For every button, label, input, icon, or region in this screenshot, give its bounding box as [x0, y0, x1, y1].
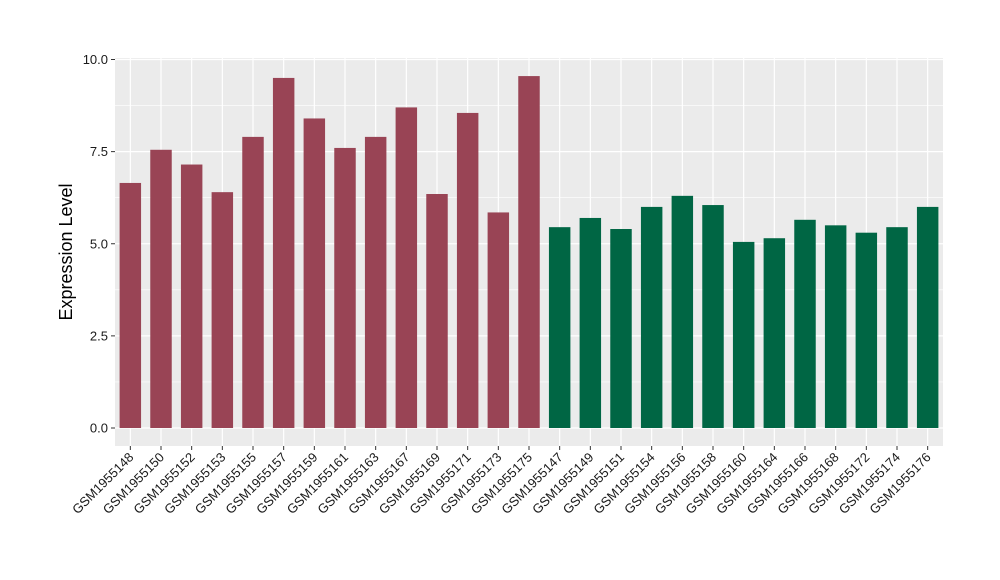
bar-GSM1955166: [794, 219, 816, 428]
bar-GSM1955149: [579, 217, 602, 428]
bar-GSM1955174: [886, 227, 908, 428]
bar-GSM1955151: [610, 229, 632, 428]
bar-GSM1955154: [640, 206, 663, 428]
bar-GSM1955157: [272, 77, 295, 429]
bar-GSM1955158: [702, 205, 724, 428]
bar-GSM1955168: [824, 225, 847, 428]
bar-GSM1955153: [211, 192, 234, 428]
bar-GSM1955163: [364, 136, 387, 428]
bar-GSM1955156: [671, 195, 694, 428]
bar-GSM1955150: [150, 149, 172, 428]
bar-GSM1955172: [855, 232, 878, 428]
bar-GSM1955161: [334, 147, 356, 428]
bar-GSM1955164: [763, 238, 786, 428]
bar-GSM1955169: [426, 194, 448, 428]
bar-GSM1955147: [548, 227, 571, 428]
y-tick-label: 5.0: [90, 236, 108, 251]
bar-GSM1955176: [916, 206, 939, 428]
bar-GSM1955175: [518, 76, 540, 429]
y-axis: 0.0 2.5 5.0 7.5 10.0: [83, 52, 115, 436]
bar-GSM1955152: [180, 164, 203, 428]
y-tick-label: 10.0: [83, 52, 108, 67]
y-axis-title: Expression Level: [56, 183, 76, 320]
bar-GSM1955167: [395, 107, 418, 428]
x-axis: GSM1955148GSM1955150GSM1955152GSM1955153…: [69, 446, 934, 517]
y-tick-label: 0.0: [90, 421, 108, 436]
bar-GSM1955160: [732, 241, 755, 428]
bar-GSM1955148: [119, 182, 142, 428]
bar-GSM1955173: [487, 212, 510, 428]
bar-GSM1955155: [242, 136, 264, 428]
bar-GSM1955171: [456, 112, 479, 429]
y-tick-label: 2.5: [90, 328, 108, 343]
bar-GSM1955159: [303, 118, 326, 429]
bars: [119, 76, 939, 429]
y-tick-label: 7.5: [90, 144, 108, 159]
